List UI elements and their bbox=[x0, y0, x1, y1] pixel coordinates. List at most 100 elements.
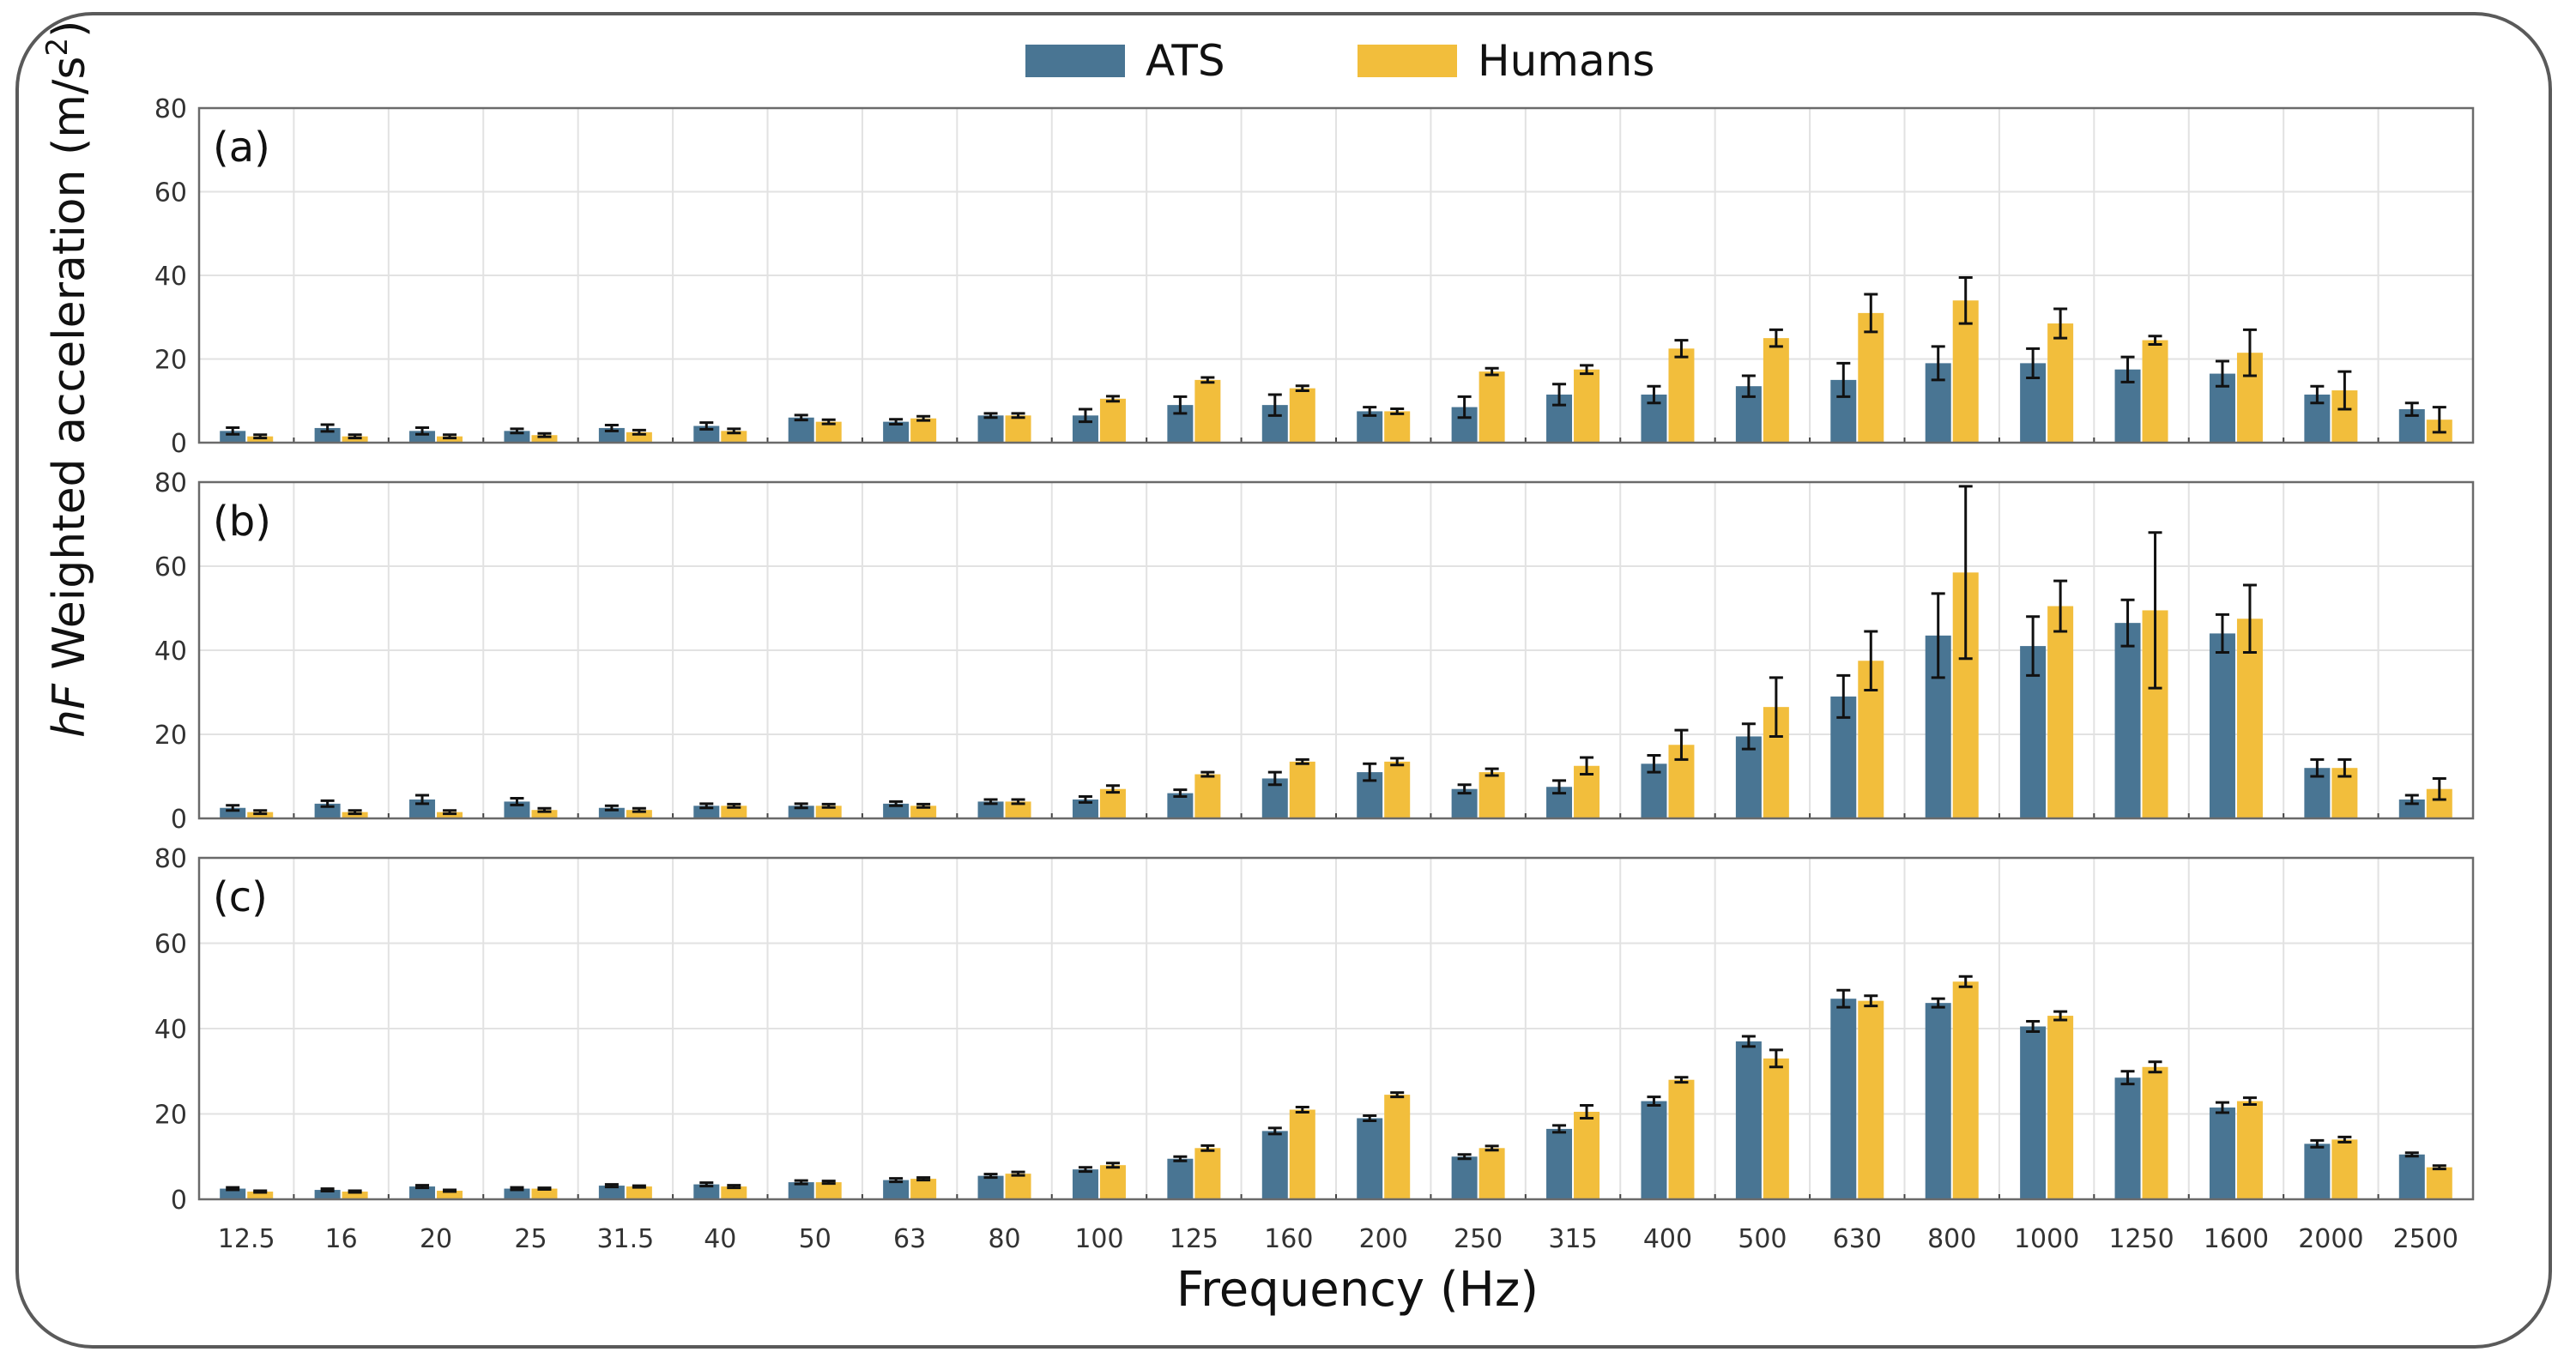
y-tick-label: 40 bbox=[154, 1015, 187, 1045]
x-tick-label: 800 bbox=[1927, 1224, 1976, 1254]
bar-humans bbox=[531, 810, 558, 818]
bar-ats bbox=[977, 1175, 1004, 1199]
bar-humans bbox=[1289, 388, 1315, 443]
y-tick-label: 40 bbox=[154, 637, 187, 667]
bar-ats bbox=[2304, 1144, 2331, 1199]
bar-ats bbox=[977, 415, 1004, 443]
bar-humans bbox=[1194, 1148, 1221, 1199]
x-tick-label: 1600 bbox=[2204, 1224, 2269, 1254]
bar-humans bbox=[1763, 338, 1789, 443]
y-tick-label: 40 bbox=[154, 262, 187, 292]
bar-ats bbox=[1735, 1041, 1762, 1199]
panel-label: (a) bbox=[213, 124, 270, 172]
y-tick-label: 80 bbox=[154, 468, 187, 498]
panel-c: 0 20 40 60 80 (c) bbox=[154, 844, 2475, 1216]
y-tick-label: 60 bbox=[154, 930, 187, 960]
y-axis-label-sup: 2 bbox=[40, 38, 75, 57]
y-axis-label-end: ) bbox=[44, 21, 95, 38]
panel-axes-box bbox=[197, 106, 2475, 444]
bar-humans bbox=[626, 1186, 652, 1199]
bar-humans bbox=[342, 812, 368, 818]
x-tick-label: 630 bbox=[1833, 1224, 1882, 1254]
bar-ats bbox=[1830, 999, 1857, 1199]
bar-humans bbox=[1952, 981, 1979, 1199]
y-axis-label-italic: hF bbox=[44, 683, 95, 738]
bar-humans bbox=[2047, 323, 2074, 443]
x-tick-label: 50 bbox=[799, 1224, 831, 1254]
bar-humans bbox=[721, 806, 747, 818]
legend-swatch-ats bbox=[1025, 45, 1125, 77]
bar-ats bbox=[883, 1180, 910, 1199]
y-tick-label: 80 bbox=[154, 844, 187, 874]
panel-b: 0 20 40 60 80 (b) bbox=[154, 468, 2475, 835]
x-tick-label: 16 bbox=[325, 1224, 358, 1254]
bar-humans bbox=[910, 806, 937, 818]
bar-ats bbox=[1357, 1118, 1383, 1199]
y-tick-label: 20 bbox=[154, 1101, 187, 1131]
x-tick-label: 400 bbox=[1643, 1224, 1692, 1254]
x-tick-label: 80 bbox=[988, 1224, 1020, 1254]
x-tick-label: 160 bbox=[1264, 1224, 1313, 1254]
bar-humans bbox=[1478, 1148, 1505, 1199]
bar-humans bbox=[1005, 1174, 1031, 1199]
bar-humans bbox=[815, 421, 842, 443]
bar-humans bbox=[1099, 788, 1126, 818]
bar-humans bbox=[1763, 1058, 1789, 1199]
y-axis-label: hF Weighted acceleration (m/s2) bbox=[40, 21, 95, 738]
x-tick-label: 200 bbox=[1359, 1224, 1408, 1254]
bar-humans bbox=[626, 810, 652, 818]
x-tick-label: 2500 bbox=[2393, 1224, 2458, 1254]
bar-humans bbox=[531, 1188, 558, 1199]
bar-humans bbox=[342, 436, 368, 443]
bar-humans bbox=[437, 1191, 463, 1199]
x-tick-label: 125 bbox=[1170, 1224, 1218, 1254]
x-tick-label: 100 bbox=[1074, 1224, 1123, 1254]
x-tick-labels: 12.5 16 20 25 31.5 40 50 63 80 100 125 160 200 250 315… bbox=[218, 1224, 2458, 1254]
x-tick-label: 40 bbox=[704, 1224, 736, 1254]
bar-humans bbox=[721, 1186, 747, 1199]
y-tick-label: 0 bbox=[171, 429, 187, 459]
bar-ats bbox=[1451, 1156, 1478, 1199]
bar-humans bbox=[1194, 379, 1221, 443]
bar-humans bbox=[342, 1192, 368, 1199]
bar-humans bbox=[1005, 415, 1031, 443]
x-tick-label: 1000 bbox=[2014, 1224, 2079, 1254]
bar-humans bbox=[1384, 1095, 1411, 1199]
x-axis-label: Frequency (Hz) bbox=[1176, 1262, 1539, 1318]
bar-humans bbox=[1005, 801, 1031, 818]
panel-label: (b) bbox=[213, 498, 271, 546]
bar-humans bbox=[910, 1179, 937, 1199]
bar-ats bbox=[1546, 1128, 1573, 1199]
bar-ats bbox=[788, 417, 814, 443]
panel-axes-box bbox=[197, 480, 2475, 820]
bar-humans bbox=[437, 812, 463, 818]
x-tick-label: 315 bbox=[1548, 1224, 1597, 1254]
bar-humans bbox=[1478, 772, 1505, 818]
bar-ats bbox=[1072, 799, 1098, 818]
bar-ats bbox=[2209, 633, 2235, 818]
bar-ats bbox=[1167, 1158, 1194, 1199]
panels: 0 20 40 60 80 (a) 0 20 40 60 80 (b) 0 20 40 60 80 (c) 12.5… bbox=[154, 94, 2475, 1254]
legend-label-humans: Humans bbox=[1478, 36, 1654, 86]
bar-humans bbox=[2047, 606, 2074, 818]
bar-humans bbox=[1099, 398, 1126, 443]
bar-ats bbox=[2020, 1026, 2047, 1199]
y-tick-label: 80 bbox=[154, 94, 187, 124]
x-tick-label: 250 bbox=[1454, 1224, 1503, 1254]
figure-frame bbox=[15, 12, 2552, 1349]
bar-humans bbox=[247, 812, 274, 818]
bar-ats bbox=[883, 803, 910, 818]
x-tick-label: 500 bbox=[1738, 1224, 1787, 1254]
bar-ats bbox=[977, 801, 1004, 818]
panel-axes-box bbox=[197, 856, 2475, 1201]
bar-humans bbox=[1289, 1109, 1315, 1199]
bar-ats bbox=[409, 1186, 436, 1199]
bar-ats bbox=[2398, 1154, 2425, 1199]
panel-label: (c) bbox=[213, 873, 268, 921]
panel-a: 0 20 40 60 80 (a) bbox=[154, 94, 2475, 459]
bar-humans bbox=[1574, 1112, 1600, 1199]
bar-humans bbox=[2142, 1066, 2168, 1199]
bar-ats bbox=[504, 1188, 530, 1199]
bar-humans bbox=[1668, 1079, 1695, 1199]
x-tick-label: 12.5 bbox=[218, 1224, 275, 1254]
